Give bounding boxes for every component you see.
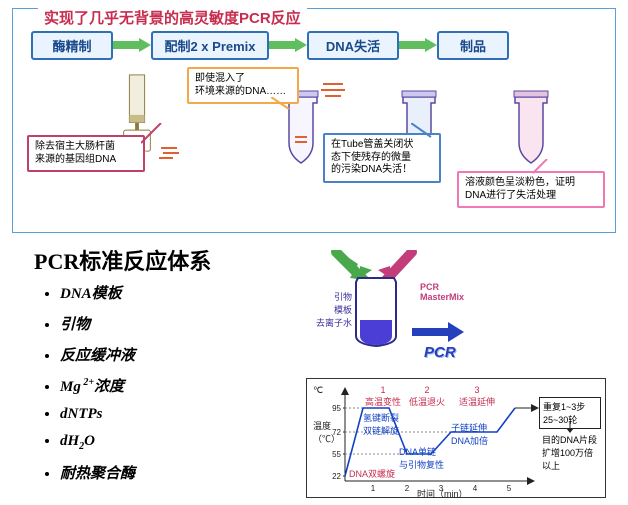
- process-title: 实现了几乎无背景的高灵敏度PCR反应: [38, 7, 307, 28]
- dna-fragments-icon: [321, 81, 347, 99]
- mix-right-label: PCR MasterMix: [420, 282, 464, 302]
- section-title: PCR标准反应体系: [34, 244, 211, 276]
- callout-pointer-icon: [271, 97, 295, 115]
- annot-4: DNA双螺旋: [349, 467, 395, 480]
- list-item: Mg 2+浓度: [60, 375, 135, 396]
- callout-4: 溶液颜色呈淡粉色，证明 DNA进行了失活处理: [457, 171, 605, 208]
- svg-text:5: 5: [507, 484, 512, 493]
- stage-2: 配制2 x Premix: [151, 31, 269, 60]
- list-item: dNTPs: [60, 406, 135, 423]
- callout-1: 除去宿主大肠杆菌 来源的基因组DNA: [27, 135, 145, 172]
- step-1: 1 高温变性: [365, 385, 401, 408]
- svg-text:2: 2: [405, 484, 410, 493]
- stage-1: 酶精制: [31, 31, 113, 60]
- xlabel: 时间（min）: [417, 487, 468, 500]
- annot-3: 子链延伸 DNA加倍: [451, 421, 488, 447]
- svg-text:22: 22: [332, 472, 341, 481]
- svg-text:1: 1: [371, 484, 376, 493]
- right-box-2: 目的DNA片段 扩增100万倍以上: [539, 431, 601, 474]
- dna-fragments-icon: [159, 145, 181, 161]
- step-3: 3 适温延伸: [459, 385, 495, 408]
- callout-pointer-icon: [411, 123, 435, 141]
- list-item: 引物: [60, 313, 135, 334]
- arrow-icon: [399, 38, 437, 52]
- pcr-chart: 22 55 72 95 12345 ℃ 温度 （℃） 时间（min） 1 高温变…: [306, 378, 606, 498]
- list-item: 反应缓冲液: [60, 344, 135, 365]
- svg-text:55: 55: [332, 450, 341, 459]
- callout-pointer-icon: [141, 123, 171, 147]
- annot-2: DNA单链 与引物复性: [399, 445, 444, 471]
- list-item: DNA模板: [60, 282, 135, 303]
- arrow-icon: [113, 38, 151, 52]
- arrow-icon: [269, 38, 307, 52]
- bullet-list: DNA模板 引物 反应缓冲液 Mg 2+浓度 dNTPs dH2O 耐热聚合酶: [42, 282, 135, 493]
- mix-diagram: 引物 模板 去离子水 PCR MasterMix PCR: [300, 250, 470, 370]
- step-2: 2 低温退火: [409, 385, 445, 408]
- tube-icon: [511, 87, 551, 167]
- annot-1: 氢键断裂 双链解旋: [363, 411, 399, 437]
- stage-3: DNA失活: [307, 31, 399, 60]
- stage-4: 制品: [437, 31, 509, 60]
- list-item: dH2O: [60, 433, 135, 452]
- mix-left-label: 引物 模板 去离子水: [308, 290, 352, 329]
- svg-text:4: 4: [473, 484, 478, 493]
- ylabel: 温度 （℃）: [313, 419, 340, 445]
- down-arrow-icon: [565, 421, 575, 433]
- list-item: 耐热聚合酶: [60, 462, 135, 483]
- tube-row: 除去宿主大肠杆菌 来源的基因组DNA 即使混入了 环境来源的DNA…… 在Tub…: [13, 67, 615, 227]
- callout-pointer-icon: [533, 159, 553, 175]
- stage-row: 酶精制 配制2 x Premix DNA失活 制品: [31, 31, 597, 59]
- process-panel: 实现了几乎无背景的高灵敏度PCR反应 酶精制 配制2 x Premix DNA失…: [12, 8, 616, 233]
- pcr-text: PCR: [424, 344, 456, 361]
- svg-text:95: 95: [332, 404, 341, 413]
